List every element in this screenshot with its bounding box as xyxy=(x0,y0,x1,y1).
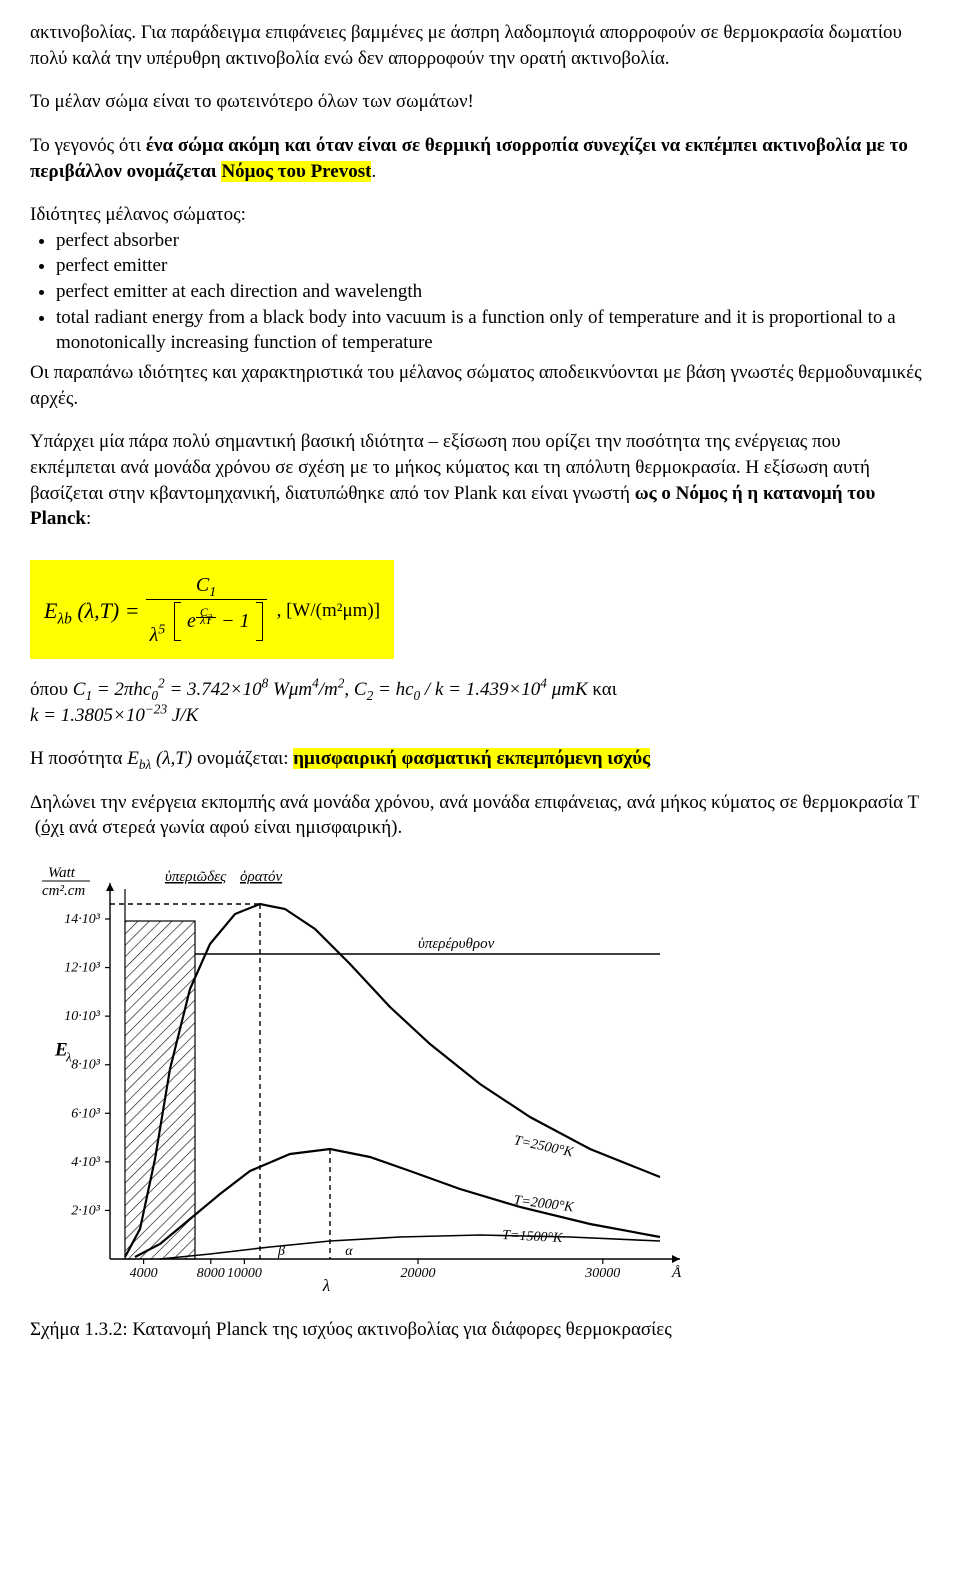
k-const: k = 1.3805×10−23 J/K xyxy=(30,705,198,726)
t: και xyxy=(592,679,616,700)
t: όπου xyxy=(30,679,73,700)
svg-text:ὁρατόν: ὁρατόν xyxy=(240,869,282,885)
planck-equation: Eλb (λ,T) = C1 λ5 eC2λT − 1 , [W/(m²μm)] xyxy=(30,560,394,659)
t: ονομάζεται: xyxy=(197,748,293,769)
list-item: perfect absorber xyxy=(56,228,930,254)
list-item: total radiant energy from a black body i… xyxy=(56,305,930,356)
svg-text:30000: 30000 xyxy=(584,1266,620,1281)
svg-text:λ: λ xyxy=(322,1276,330,1295)
ebl-symbol: Ebλ (λ,T) xyxy=(127,748,192,769)
t: ένα σώμα ακόμη και όταν είναι σε θερμική… xyxy=(30,135,908,182)
svg-text:T=2500°K: T=2500°K xyxy=(512,1133,575,1160)
svg-text:8·10³: 8·10³ xyxy=(71,1058,101,1073)
para-intro: ακτινοβολίας. Για παράδειγμα επιφάνειες … xyxy=(30,20,930,71)
svg-text:Å: Å xyxy=(671,1265,682,1281)
para-properties-note: Οι παραπάνω ιδιότητες και χαρακτηριστικά… xyxy=(30,360,930,411)
t: : xyxy=(86,508,91,529)
svg-text:λ: λ xyxy=(65,1050,72,1065)
t: Η ποσότητα xyxy=(30,748,127,769)
t: , xyxy=(344,679,354,700)
planck-units: , [W/(m²μm)] xyxy=(277,598,380,624)
svg-text:4000: 4000 xyxy=(130,1266,158,1281)
svg-text:α: α xyxy=(345,1244,353,1259)
svg-text:10000: 10000 xyxy=(227,1266,262,1281)
para-quantity-name: Η ποσότητα Ebλ (λ,T) ονομάζεται: ημισφαι… xyxy=(30,746,930,772)
c2-const: C2 = hc0 / k = 1.439×104 μmK xyxy=(354,679,588,700)
t: . xyxy=(371,161,376,182)
svg-text:ὑπεριῶδες: ὑπεριῶδες xyxy=(165,869,227,885)
properties-heading: Ιδιότητες μέλανος σώματος: xyxy=(30,202,930,228)
para-brightest: Το μέλαν σώμα είναι το φωτεινότερο όλων … xyxy=(30,89,930,115)
svg-text:ὑπερέρυθρον: ὑπερέρυθρον xyxy=(418,936,495,952)
svg-text:T=1500°K: T=1500°K xyxy=(502,1228,564,1246)
svg-text:β: β xyxy=(277,1244,285,1259)
svg-text:6·10³: 6·10³ xyxy=(71,1106,101,1121)
properties-list: perfect absorber perfect emitter perfect… xyxy=(30,228,930,356)
para-prevost: Το γεγονός ότι ένα σώμα ακόμη και όταν ε… xyxy=(30,133,930,184)
t: Το γεγονός ότι xyxy=(30,135,146,156)
svg-text:14·10³: 14·10³ xyxy=(64,912,101,927)
svg-text:12·10³: 12·10³ xyxy=(64,961,101,976)
svg-text:4·10³: 4·10³ xyxy=(71,1155,101,1170)
para-constants: όπου C1 = 2πhc02 = 3.742×108 Wμm4/m2, C2… xyxy=(30,677,930,728)
svg-text:Watt: Watt xyxy=(48,865,76,881)
para-quantity-desc: Δηλώνει την ενέργεια εκπομπής ανά μονάδα… xyxy=(30,790,930,841)
planck-chart: Watt cm².cm 2·10³ 4·10³ 6·10³ 8·10³ 10·10³ 12·1… xyxy=(30,859,930,1307)
svg-text:8000: 8000 xyxy=(197,1266,225,1281)
svg-text:20000: 20000 xyxy=(401,1266,436,1281)
hemispherical-power: ημισφαιρική φασματική εκπεμπόμενη ισχύς xyxy=(293,748,650,769)
c1-const: C1 = 2πhc02 = 3.742×108 Wμm4/m2 xyxy=(73,679,345,700)
list-item: perfect emitter xyxy=(56,253,930,279)
svg-text:cm².cm: cm².cm xyxy=(42,883,85,899)
para-planck-intro: Υπάρχει μία πάρα πολύ σημαντική βασική ι… xyxy=(30,429,930,532)
prevost-law: Νόμος του Prevost xyxy=(221,161,371,182)
figure-caption: Σχήμα 1.3.2: Κατανομή Planck της ισχύος … xyxy=(30,1317,930,1343)
svg-text:2·10³: 2·10³ xyxy=(71,1204,101,1219)
svg-text:10·10³: 10·10³ xyxy=(64,1009,101,1024)
list-item: perfect emitter at each direction and wa… xyxy=(56,279,930,305)
